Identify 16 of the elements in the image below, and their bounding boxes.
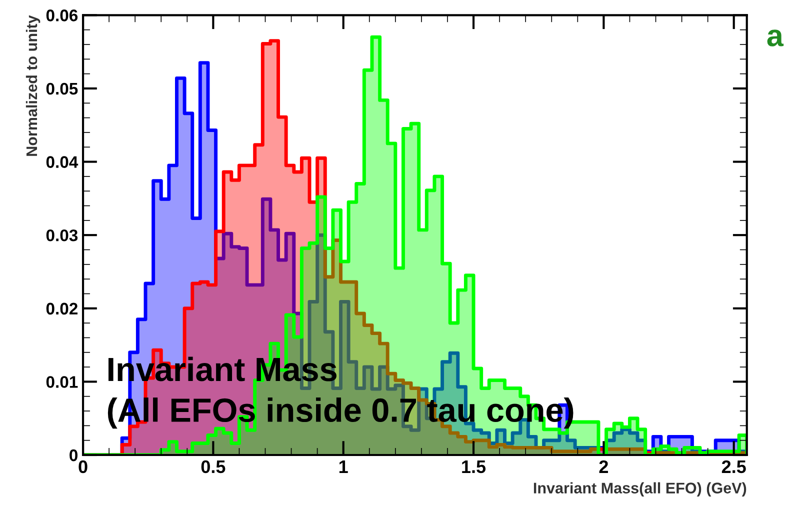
x-tick-label: 0.5: [201, 460, 226, 474]
text: a: [767, 30, 784, 46]
y-tick-label: 0.03: [46, 229, 78, 242]
x-tick-label: 2: [599, 460, 608, 473]
x-tick-label: 1: [339, 460, 348, 473]
x-tick-label: 1.5: [462, 460, 486, 474]
x-tick-label: 0: [78, 460, 88, 474]
y-tick-label: 0.01: [46, 376, 78, 388]
x-axis-title: Invariant Mass(all EFO) (GeV): [534, 482, 746, 496]
y-tick-label: 0.02: [46, 302, 78, 315]
y-tick-label: 0.06: [46, 10, 78, 22]
y-axis-title: Normalized to unity: [26, 15, 40, 156]
y-tick-label: 0: [70, 449, 78, 462]
y-tick-label: 0.05: [46, 82, 78, 95]
x-tick-label: 2.5: [722, 460, 746, 474]
y-tick-label: 0.04: [46, 156, 78, 168]
